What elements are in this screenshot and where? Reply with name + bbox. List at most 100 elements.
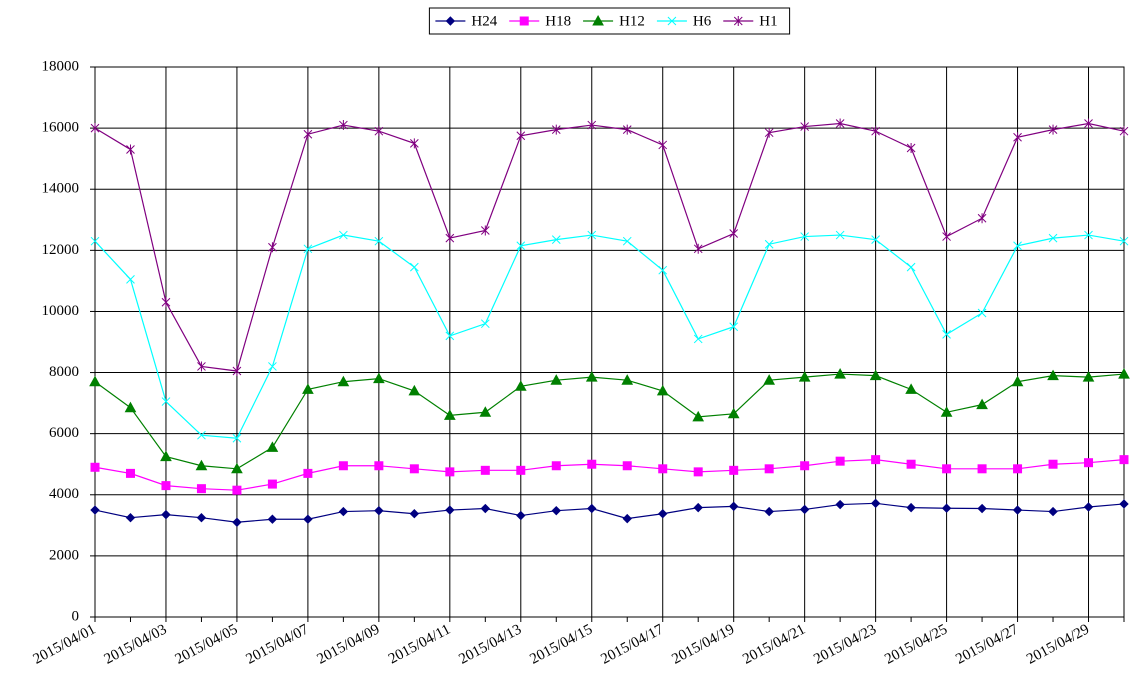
marker	[733, 16, 743, 26]
marker	[729, 322, 739, 332]
marker	[764, 239, 774, 249]
marker	[1119, 499, 1129, 509]
marker	[267, 479, 277, 489]
marker	[942, 330, 951, 339]
marker	[125, 468, 135, 478]
marker	[977, 503, 987, 514]
marker	[1013, 132, 1022, 143]
marker	[126, 144, 135, 155]
marker	[656, 384, 669, 396]
marker	[337, 375, 350, 387]
marker	[338, 506, 349, 517]
marker	[977, 308, 987, 318]
marker	[942, 464, 952, 474]
marker	[516, 130, 526, 141]
y-tick-label: 12000	[42, 242, 80, 258]
x-tick-label: 2015/04/01	[31, 621, 99, 667]
marker	[1013, 464, 1023, 474]
marker	[592, 14, 604, 26]
marker	[90, 236, 100, 246]
marker	[800, 232, 810, 241]
marker	[977, 464, 987, 474]
x-tick-label: 2015/04/27	[953, 621, 1021, 667]
x-tick-label: 2015/04/19	[669, 621, 737, 667]
marker	[587, 230, 597, 240]
marker	[339, 230, 348, 240]
plot-area	[94, 66, 1125, 618]
marker	[658, 464, 668, 474]
marker	[835, 456, 845, 466]
y-tick-label: 2000	[49, 547, 79, 563]
marker	[692, 410, 705, 422]
marker	[90, 123, 100, 134]
marker	[942, 231, 951, 242]
marker	[374, 126, 384, 137]
marker	[658, 265, 668, 275]
y-tick-label: 10000	[42, 303, 80, 319]
marker	[1119, 126, 1129, 137]
marker	[869, 369, 882, 381]
marker	[550, 374, 563, 385]
x-tick-label: 2015/04/05	[173, 621, 241, 667]
marker	[445, 467, 455, 477]
x-tick-label: 2015/04/07	[244, 621, 312, 667]
y-tick-label: 6000	[49, 425, 79, 441]
marker	[906, 502, 916, 513]
marker	[479, 406, 492, 417]
marker	[1047, 369, 1059, 381]
marker	[161, 297, 171, 308]
marker	[516, 465, 526, 475]
marker	[195, 459, 208, 471]
marker	[941, 503, 952, 513]
marker	[976, 398, 988, 410]
marker	[89, 375, 101, 387]
x-tick-label: 2015/04/23	[811, 621, 879, 667]
marker	[480, 465, 490, 475]
marker	[906, 142, 916, 153]
marker	[764, 464, 774, 474]
marker	[835, 230, 845, 240]
marker	[764, 127, 774, 138]
marker	[232, 485, 242, 495]
marker	[551, 235, 561, 244]
marker	[303, 514, 313, 524]
marker	[1048, 124, 1058, 135]
marker	[232, 433, 242, 443]
marker	[693, 467, 703, 477]
marker	[160, 450, 172, 462]
marker	[1082, 371, 1095, 382]
marker	[622, 236, 632, 246]
marker	[1012, 505, 1023, 515]
marker	[268, 362, 277, 371]
marker	[585, 371, 598, 382]
x-tick-label: 2015/04/15	[527, 621, 595, 667]
marker	[621, 374, 634, 385]
marker	[514, 380, 527, 391]
marker	[940, 406, 953, 417]
series	[90, 498, 1129, 527]
marker	[835, 499, 845, 510]
marker	[161, 481, 171, 491]
marker	[232, 366, 242, 377]
marker	[338, 461, 348, 471]
series-line	[94, 373, 1125, 470]
marker	[587, 503, 597, 514]
marker	[693, 502, 703, 513]
marker	[196, 512, 207, 523]
marker	[374, 236, 384, 246]
marker	[1119, 236, 1129, 246]
legend-label: H6	[693, 13, 712, 29]
marker	[1048, 233, 1058, 243]
marker	[339, 120, 348, 131]
series-line	[94, 502, 1125, 523]
y-tick-label: 18000	[42, 58, 80, 74]
marker	[834, 368, 846, 379]
marker	[1013, 241, 1022, 251]
marker	[871, 235, 880, 244]
y-tick-label: 0	[72, 608, 80, 624]
marker	[303, 468, 313, 478]
marker	[302, 383, 314, 394]
series	[90, 118, 1129, 377]
